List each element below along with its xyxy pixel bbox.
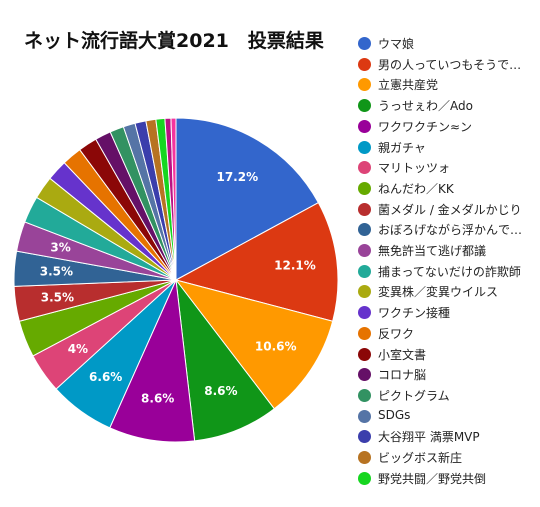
pie-slice-3[interactable]	[175, 278, 276, 442]
legend-label: ピクトグラム	[378, 388, 450, 403]
legend-item[interactable]: ワクワクチン≈ン	[358, 117, 540, 137]
legend-item[interactable]: 変異株／変異ウイルス	[358, 282, 540, 302]
legend-label: 無免許当て逃げ都議	[378, 244, 487, 258]
slice-data-label-6: 4%	[68, 342, 88, 356]
legend-swatch	[358, 78, 371, 92]
pie-slice-0[interactable]	[175, 117, 320, 281]
legend-label: 野党共闘／野党共倒	[378, 471, 487, 486]
legend-label: ワクチン接種	[378, 306, 451, 321]
legend-item[interactable]: 反ワク	[358, 324, 540, 344]
legend-item[interactable]: ねんだわ／KK	[358, 179, 540, 199]
legend-label: ねんだわ／KK	[378, 181, 454, 196]
legend-swatch	[358, 181, 371, 195]
legend-label: おぼろげながら浮かんで…	[378, 223, 523, 238]
legend-item[interactable]: ビッグボス新庄	[358, 448, 540, 468]
legend-item[interactable]: 立憲共産党	[358, 75, 540, 95]
slice-data-label-4: 8.6%	[141, 392, 174, 406]
pie-slice-2[interactable]	[174, 279, 334, 410]
legend-swatch	[358, 140, 371, 154]
legend-item[interactable]: コロナ脳	[358, 365, 540, 385]
legend-label: 立憲共産党	[378, 78, 439, 93]
legend-swatch	[358, 451, 371, 464]
legend-item[interactable]: 無免許当て逃げ都議	[358, 241, 540, 261]
legend-label: 反ワク	[378, 326, 415, 341]
legend-label: うっせぇわ／Ado	[378, 99, 473, 114]
legend-label: マリトッツォ	[378, 161, 451, 176]
pie-slice-1[interactable]	[174, 201, 339, 322]
legend-item[interactable]: うっせぇわ／Ado	[358, 96, 540, 116]
pie-slice-23[interactable]	[170, 117, 177, 281]
legend-item[interactable]: 大谷翔平 満票MVP	[358, 427, 540, 447]
legend-label: SDGs	[378, 407, 411, 422]
legend-swatch	[358, 306, 371, 320]
legend-item[interactable]: 小室文書	[358, 345, 540, 365]
legend-item[interactable]: 親ガチャ	[358, 138, 540, 158]
legend-label: 小室文書	[378, 347, 427, 362]
legend-swatch	[358, 119, 371, 133]
legend-swatch	[358, 161, 371, 175]
slice-data-label-2: 10.6%	[255, 340, 297, 354]
legend-swatch	[358, 430, 371, 444]
legend-label: コロナ脳	[378, 368, 427, 383]
slice-data-label-10: 3%	[50, 241, 70, 255]
pie-slice-4[interactable]	[109, 278, 196, 443]
legend-item[interactable]: ピクトグラム	[358, 386, 540, 406]
legend-item[interactable]: SDGs	[358, 407, 540, 427]
slice-data-label-0: 17.2%	[216, 170, 258, 184]
legend-item[interactable]: おぼろげながら浮かんで…	[358, 220, 540, 240]
legend-swatch	[358, 285, 371, 299]
slice-data-label-3: 8.6%	[204, 384, 237, 398]
legend-swatch	[358, 347, 371, 361]
legend-swatch	[358, 264, 371, 278]
legend-swatch	[358, 388, 371, 402]
legend-swatch	[358, 368, 371, 382]
legend-swatch	[358, 326, 371, 340]
legend-swatch	[358, 202, 371, 216]
slice-data-label-5: 6.6%	[89, 370, 122, 384]
legend-item[interactable]: マリトッツォ	[358, 158, 540, 178]
slice-data-label-9: 3.5%	[40, 265, 73, 279]
chart-title: ネット流行語大賞2021 投票結果	[24, 30, 324, 52]
legend-swatch	[358, 223, 371, 237]
slice-data-label-8: 3.5%	[41, 291, 74, 305]
legend-item[interactable]: ウマ娘	[358, 34, 540, 54]
slice-data-label-1: 12.1%	[274, 259, 316, 273]
legend-item[interactable]: 男の人っていつもそうで…	[358, 55, 540, 75]
legend-label: 大谷翔平 満票MVP	[378, 430, 480, 445]
legend-swatch	[358, 471, 371, 485]
legend-label: ビッグボス新庄	[378, 451, 463, 465]
legend-swatch	[358, 409, 371, 423]
legend-label: 変異株／変異ウイルス	[378, 285, 499, 300]
legend-label: ワクワクチン≈ン	[378, 119, 473, 134]
legend-label: 男の人っていつもそうで…	[378, 57, 522, 72]
legend-item[interactable]: 菌メダル / 金メダルかじり	[358, 200, 540, 220]
legend-item[interactable]: 捕まってないだけの詐欺師	[358, 262, 540, 282]
legend-label: 菌メダル / 金メダルかじり	[378, 202, 522, 217]
legend-label: ウマ娘	[378, 37, 415, 51]
legend-label: 捕まってないだけの詐欺師	[378, 264, 521, 279]
legend-swatch	[358, 244, 371, 257]
legend-swatch	[358, 57, 371, 71]
legend-label: 親ガチャ	[378, 140, 426, 155]
legend-swatch	[358, 99, 371, 113]
legend-item[interactable]: ワクチン接種	[358, 303, 540, 323]
legend-swatch	[358, 37, 371, 50]
legend-item[interactable]: 野党共闘／野党共倒	[358, 469, 540, 489]
